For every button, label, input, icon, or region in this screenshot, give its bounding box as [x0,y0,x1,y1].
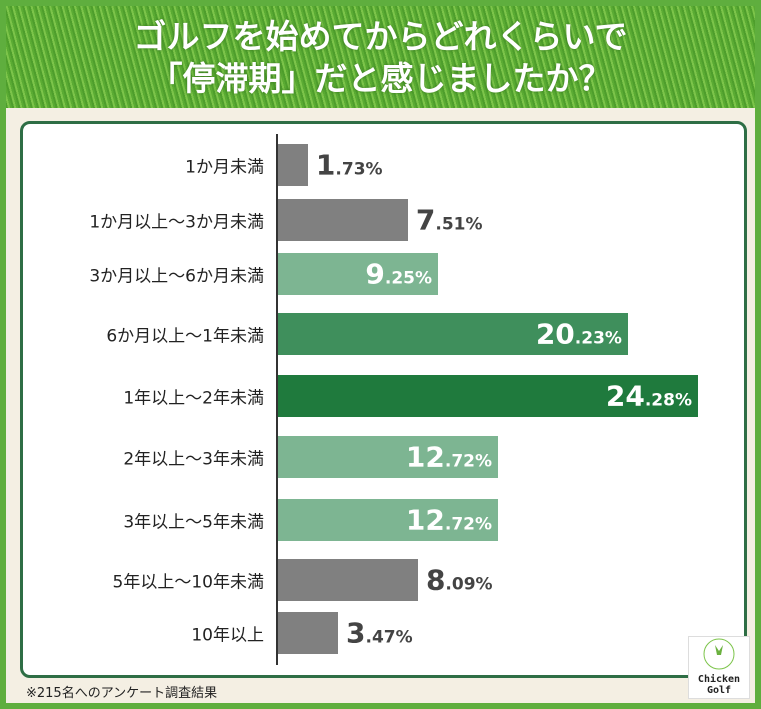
bar [278,144,308,186]
value-label: 1.73% [316,149,383,182]
bar [278,253,438,295]
value-integer: 3 [346,616,366,650]
value-label: 7.51% [416,204,483,237]
bar [278,559,418,601]
value-label: 8.09% [426,564,493,597]
value-decimal: .72% [444,451,493,472]
category-label: 2年以上〜3年未満 [123,449,264,470]
chart-title: ゴルフを始めてからどれくらいで 「停滞期」だと感じましたか？ [6,16,755,100]
category-label: 3か月以上〜6か月未満 [89,266,264,287]
value-integer: 12 [405,440,445,474]
value-integer: 24 [605,379,645,413]
value-decimal: .72% [444,514,493,535]
chicken-icon [703,638,735,670]
category-label: 1か月以上〜3か月未満 [89,212,264,233]
value-label: 3.47% [346,617,413,650]
value-integer: 12 [405,503,445,537]
value-decimal: .25% [384,268,433,289]
value-label: 9.25% [365,258,432,291]
value-integer: 1 [315,148,336,182]
value-decimal: .23% [574,328,622,349]
logo-text-2: Golf [706,685,732,696]
value-decimal: .73% [335,159,383,180]
category-label: 1か月未満 [185,157,264,178]
category-label: 6か月以上〜1年未満 [106,326,264,347]
title-line-1: ゴルフを始めてからどれくらいで [133,17,628,56]
grass-header: ゴルフを始めてからどれくらいで 「停滞期」だと感じましたか？ [6,6,755,108]
bar [278,499,499,541]
category-label: 5年以上〜10年未満 [112,572,264,593]
value-decimal: .28% [644,390,692,411]
category-label: 10年以上 [191,625,264,646]
value-integer: 7 [415,203,436,237]
value-integer: 9 [365,257,385,291]
value-integer: 8 [425,563,446,597]
logo-text-1: Chicken [697,674,741,685]
bar [278,375,698,417]
chicken-golf-logo: Chicken Golf [688,636,750,699]
value-label: 24.28% [606,380,692,413]
bar [278,612,339,654]
bar [278,313,628,355]
bar [278,436,499,478]
category-label: 3年以上〜5年未満 [123,512,264,533]
y-axis-line [276,134,278,665]
value-decimal: .47% [365,627,413,648]
value-decimal: .09% [445,574,493,595]
value-label: 20.23% [536,318,622,351]
footnote: ※215名へのアンケート調査結果 [26,686,218,701]
category-label: 1年以上〜2年未満 [123,388,264,409]
value-integer: 20 [535,317,575,351]
value-label: 12.72% [406,441,492,474]
value-decimal: .51% [435,214,483,235]
value-label: 12.72% [406,504,492,537]
title-line-2: 「停滞期」だと感じましたか？ [149,59,612,98]
bar [278,199,408,241]
